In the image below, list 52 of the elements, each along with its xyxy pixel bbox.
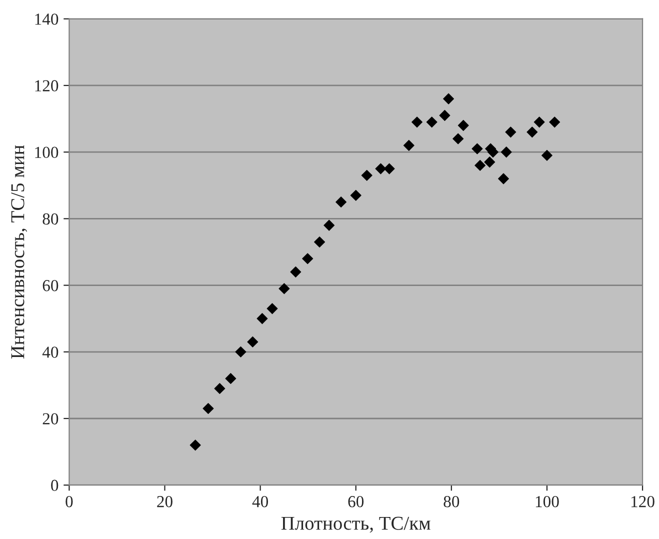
point — [443, 93, 454, 104]
point — [225, 373, 236, 384]
point — [361, 170, 372, 181]
x-tick-label: 0 — [66, 496, 73, 508]
y-axis-title: Интенсивность, ТС/5 мин — [11, 145, 28, 359]
y-tick-label: 20 — [42, 413, 58, 424]
x-tick-label: 20 — [157, 496, 172, 508]
point — [302, 253, 314, 264]
point — [235, 346, 246, 358]
x-tick-label: 120 — [631, 496, 654, 508]
point — [505, 126, 516, 138]
y-tick-label: 120 — [35, 80, 58, 92]
point — [247, 336, 258, 348]
x-tick-label: 40 — [252, 496, 268, 508]
point — [256, 313, 268, 324]
y-tick-label: 80 — [42, 213, 58, 225]
x-axis-title: Плотность, ТС/км — [281, 516, 430, 533]
point — [458, 120, 469, 131]
x-tick-label: 100 — [536, 496, 559, 508]
y-tick-label: 100 — [35, 146, 58, 158]
y-tick-label: 40 — [42, 346, 58, 358]
x-tick-label: 60 — [348, 496, 364, 508]
point — [214, 383, 226, 394]
point — [549, 116, 560, 128]
point — [350, 190, 362, 201]
point — [202, 403, 214, 414]
point — [474, 160, 486, 171]
point — [526, 126, 538, 138]
point — [324, 220, 335, 231]
point — [190, 440, 201, 451]
point — [426, 116, 438, 128]
point — [266, 303, 278, 314]
point — [500, 146, 512, 158]
point — [534, 116, 545, 128]
y-tick-label: 60 — [42, 280, 58, 292]
point — [439, 110, 450, 121]
x-tick-label: 80 — [444, 496, 460, 508]
point — [498, 173, 509, 184]
y-tick-label: 0 — [51, 480, 58, 492]
point — [375, 163, 386, 174]
point — [412, 116, 423, 128]
point — [278, 283, 290, 294]
point — [403, 140, 414, 151]
point — [314, 236, 326, 248]
point — [290, 266, 302, 278]
point — [384, 163, 395, 174]
y-tick-label: 140 — [35, 14, 58, 25]
point — [336, 196, 347, 208]
point — [452, 133, 464, 144]
point — [484, 156, 496, 168]
point — [472, 143, 483, 154]
point — [541, 150, 552, 161]
